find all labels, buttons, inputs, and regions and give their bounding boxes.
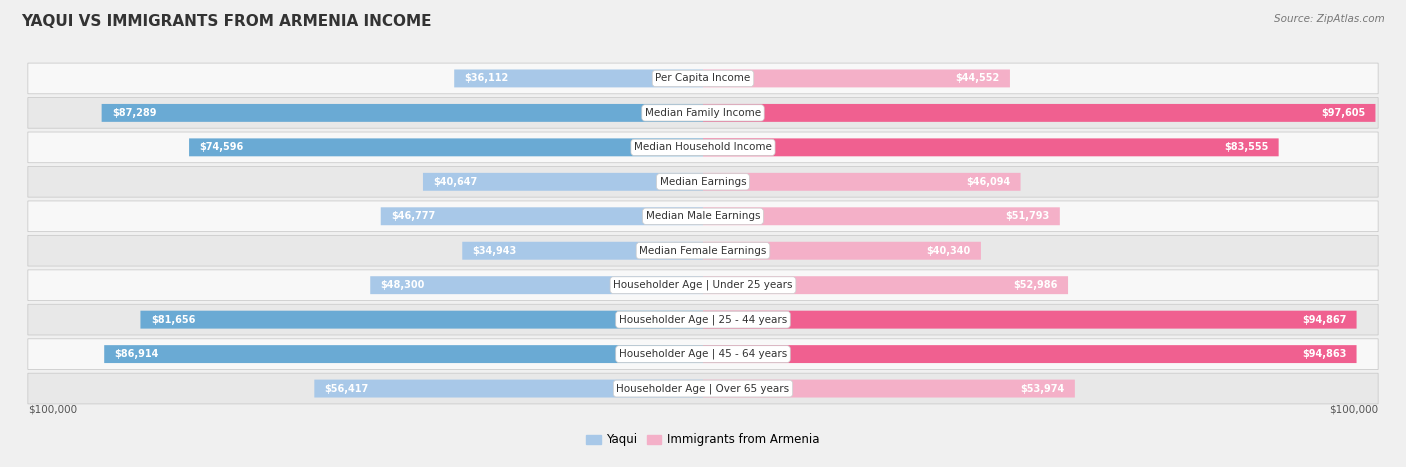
Text: Householder Age | Under 25 years: Householder Age | Under 25 years: [613, 280, 793, 290]
Text: $51,793: $51,793: [1005, 211, 1049, 221]
Legend: Yaqui, Immigrants from Armenia: Yaqui, Immigrants from Armenia: [582, 429, 824, 451]
FancyBboxPatch shape: [703, 173, 1021, 191]
Text: Householder Age | 25 - 44 years: Householder Age | 25 - 44 years: [619, 314, 787, 325]
FancyBboxPatch shape: [315, 380, 703, 397]
Text: $87,289: $87,289: [112, 108, 156, 118]
Text: $40,647: $40,647: [433, 177, 478, 187]
Text: $40,340: $40,340: [927, 246, 970, 256]
Text: Median Male Earnings: Median Male Earnings: [645, 211, 761, 221]
FancyBboxPatch shape: [370, 276, 703, 294]
Text: Median Female Earnings: Median Female Earnings: [640, 246, 766, 256]
FancyBboxPatch shape: [703, 242, 981, 260]
Text: $34,943: $34,943: [472, 246, 517, 256]
Text: $81,656: $81,656: [150, 315, 195, 325]
Text: $52,986: $52,986: [1014, 280, 1057, 290]
FancyBboxPatch shape: [423, 173, 703, 191]
Text: $53,974: $53,974: [1021, 383, 1064, 394]
FancyBboxPatch shape: [28, 270, 1378, 301]
FancyBboxPatch shape: [28, 235, 1378, 266]
FancyBboxPatch shape: [381, 207, 703, 225]
FancyBboxPatch shape: [703, 104, 1375, 122]
Text: $83,555: $83,555: [1225, 142, 1268, 152]
Text: Median Household Income: Median Household Income: [634, 142, 772, 152]
Text: Source: ZipAtlas.com: Source: ZipAtlas.com: [1274, 14, 1385, 24]
FancyBboxPatch shape: [28, 304, 1378, 335]
Text: Median Earnings: Median Earnings: [659, 177, 747, 187]
FancyBboxPatch shape: [703, 207, 1060, 225]
FancyBboxPatch shape: [703, 380, 1074, 397]
FancyBboxPatch shape: [28, 339, 1378, 369]
FancyBboxPatch shape: [454, 70, 703, 87]
Text: $94,863: $94,863: [1302, 349, 1346, 359]
Text: $97,605: $97,605: [1320, 108, 1365, 118]
Text: $46,094: $46,094: [966, 177, 1011, 187]
FancyBboxPatch shape: [28, 201, 1378, 232]
Text: $36,112: $36,112: [464, 73, 509, 84]
FancyBboxPatch shape: [188, 138, 703, 156]
Text: Householder Age | 45 - 64 years: Householder Age | 45 - 64 years: [619, 349, 787, 359]
FancyBboxPatch shape: [703, 311, 1357, 329]
FancyBboxPatch shape: [703, 70, 1010, 87]
Text: Householder Age | Over 65 years: Householder Age | Over 65 years: [616, 383, 790, 394]
Text: $100,000: $100,000: [1329, 405, 1378, 415]
FancyBboxPatch shape: [463, 242, 703, 260]
FancyBboxPatch shape: [104, 345, 703, 363]
FancyBboxPatch shape: [28, 132, 1378, 163]
Text: $100,000: $100,000: [28, 405, 77, 415]
Text: Per Capita Income: Per Capita Income: [655, 73, 751, 84]
FancyBboxPatch shape: [28, 373, 1378, 404]
Text: $44,552: $44,552: [955, 73, 1000, 84]
Text: Median Family Income: Median Family Income: [645, 108, 761, 118]
FancyBboxPatch shape: [101, 104, 703, 122]
Text: $48,300: $48,300: [381, 280, 425, 290]
FancyBboxPatch shape: [141, 311, 703, 329]
FancyBboxPatch shape: [28, 63, 1378, 94]
Text: $56,417: $56,417: [325, 383, 368, 394]
FancyBboxPatch shape: [703, 276, 1069, 294]
FancyBboxPatch shape: [703, 138, 1278, 156]
FancyBboxPatch shape: [703, 345, 1357, 363]
FancyBboxPatch shape: [28, 98, 1378, 128]
Text: $86,914: $86,914: [114, 349, 159, 359]
Text: $74,596: $74,596: [200, 142, 243, 152]
Text: YAQUI VS IMMIGRANTS FROM ARMENIA INCOME: YAQUI VS IMMIGRANTS FROM ARMENIA INCOME: [21, 14, 432, 29]
Text: $94,867: $94,867: [1302, 315, 1346, 325]
Text: $46,777: $46,777: [391, 211, 436, 221]
FancyBboxPatch shape: [28, 166, 1378, 197]
